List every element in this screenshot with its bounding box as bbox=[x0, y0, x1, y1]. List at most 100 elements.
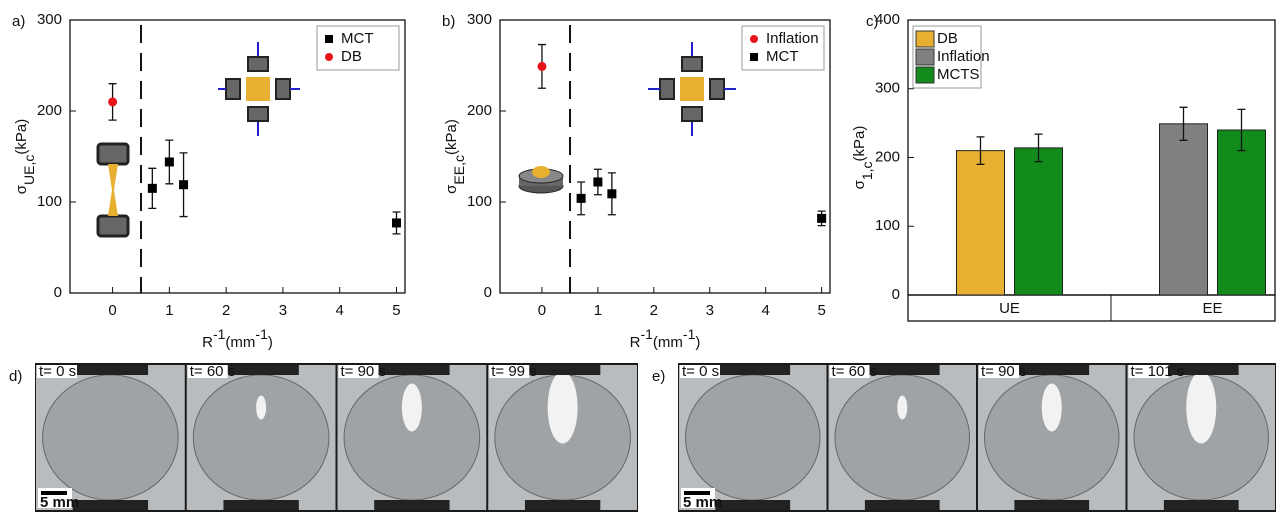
y-tick-label: 300 bbox=[467, 11, 492, 28]
bar bbox=[1160, 124, 1208, 295]
grip bbox=[73, 500, 148, 510]
y-tick-label: 100 bbox=[467, 193, 492, 210]
x-tick-label: 5 bbox=[817, 302, 825, 319]
legend-label: MCTS bbox=[937, 66, 980, 83]
legend-label: Inflation bbox=[766, 30, 819, 47]
legend-marker bbox=[325, 53, 333, 61]
y-tick-label: 0 bbox=[484, 284, 492, 301]
panel-label: d) bbox=[9, 368, 22, 385]
point bbox=[179, 180, 188, 189]
specimen bbox=[43, 375, 179, 500]
crack bbox=[548, 372, 578, 444]
point bbox=[392, 218, 401, 227]
axis-label-part: 1,c bbox=[859, 161, 875, 180]
grip bbox=[1164, 500, 1239, 510]
bar bbox=[957, 151, 1005, 295]
y-tick-label: 0 bbox=[892, 286, 900, 303]
axis-label-part: R bbox=[202, 334, 213, 351]
legend-label: MCT bbox=[341, 30, 374, 47]
legend-label: MCT bbox=[766, 48, 799, 65]
y-tick-label: 400 bbox=[875, 11, 900, 28]
crack bbox=[402, 384, 422, 432]
x-tick-label: 1 bbox=[594, 302, 602, 319]
axis-label-part: EE,c bbox=[451, 155, 467, 185]
y-tick-label: 100 bbox=[875, 217, 900, 234]
axis-label: σEE,c(kPa) bbox=[443, 119, 467, 194]
grip bbox=[73, 365, 148, 375]
x-tick-label: 2 bbox=[650, 302, 658, 319]
grip bbox=[865, 500, 940, 510]
axis-label-part: -1 bbox=[640, 326, 653, 342]
axis-label-part: (mm bbox=[653, 334, 683, 351]
specimen bbox=[835, 375, 970, 500]
axis-label: R-1(mm-1) bbox=[202, 326, 273, 351]
legend-label: DB bbox=[937, 30, 958, 47]
x-tick-label: 0 bbox=[538, 302, 546, 319]
frame-label: t= 90 s bbox=[981, 363, 1026, 380]
x-tick-label: 5 bbox=[392, 302, 400, 319]
axis-label-part: (kPa) bbox=[443, 119, 460, 155]
x-tick-label: 4 bbox=[762, 302, 770, 319]
frame-label: t= 101 s bbox=[1131, 363, 1185, 380]
bar bbox=[1218, 130, 1266, 295]
crack bbox=[256, 396, 266, 420]
crack bbox=[1042, 384, 1062, 432]
panel-label: b) bbox=[442, 13, 455, 30]
specimen bbox=[685, 375, 820, 500]
legend-swatch bbox=[916, 67, 934, 83]
frame-label: t= 60 s bbox=[832, 363, 877, 380]
x-tick-label: UE bbox=[999, 300, 1020, 317]
x-tick-label: 3 bbox=[279, 302, 287, 319]
legend-marker bbox=[750, 53, 758, 61]
point bbox=[165, 157, 174, 166]
point bbox=[148, 184, 157, 193]
axis-label-part: UE,c bbox=[21, 155, 37, 185]
x-tick-label: 1 bbox=[165, 302, 173, 319]
grip bbox=[525, 500, 600, 510]
x-tick-label: 0 bbox=[108, 302, 116, 319]
y-tick-label: 200 bbox=[37, 102, 62, 119]
specimen bbox=[193, 375, 329, 500]
panel-label: e) bbox=[652, 368, 665, 385]
axis-label-part: R bbox=[630, 334, 641, 351]
scale-label: 5 mm bbox=[40, 494, 79, 511]
grip bbox=[374, 500, 449, 510]
legend-label: DB bbox=[341, 48, 362, 65]
grip bbox=[715, 500, 790, 510]
x-tick-label: 4 bbox=[336, 302, 344, 319]
bar bbox=[1015, 148, 1063, 295]
axis-label-part: ) bbox=[695, 334, 700, 351]
axis-label-part: -1 bbox=[683, 326, 696, 342]
grip bbox=[1014, 500, 1089, 510]
axis-label: σ1,c(kPa) bbox=[851, 126, 875, 190]
legend-label: Inflation bbox=[937, 48, 990, 65]
y-tick-label: 200 bbox=[467, 102, 492, 119]
crack bbox=[897, 396, 907, 420]
legend-marker bbox=[325, 35, 333, 43]
icon-inflation-b bbox=[519, 166, 563, 193]
frame-label: t= 0 s bbox=[39, 363, 76, 380]
point bbox=[108, 97, 117, 106]
point bbox=[607, 189, 616, 198]
frame-label: t= 60 s bbox=[190, 363, 235, 380]
y-tick-label: 100 bbox=[37, 193, 62, 210]
point bbox=[537, 62, 546, 71]
grip bbox=[223, 500, 298, 510]
x-tick-label: EE bbox=[1202, 300, 1222, 317]
icon-cross-a bbox=[218, 42, 300, 136]
y-tick-label: 300 bbox=[37, 11, 62, 28]
axis-label-part: (kPa) bbox=[13, 119, 30, 155]
axis-label: σUE,c(kPa) bbox=[13, 119, 37, 194]
y-tick-label: 200 bbox=[875, 148, 900, 165]
x-tick-label: 3 bbox=[706, 302, 714, 319]
point bbox=[593, 177, 602, 186]
crack bbox=[1186, 372, 1216, 444]
point bbox=[577, 194, 586, 203]
panel-label: a) bbox=[12, 13, 25, 30]
axis-label-part: (mm bbox=[225, 334, 255, 351]
y-tick-label: 0 bbox=[54, 284, 62, 301]
legend-marker bbox=[750, 35, 758, 43]
point bbox=[817, 214, 826, 223]
scale-label: 5 mm bbox=[683, 494, 722, 511]
axis-label-part: -1 bbox=[213, 326, 226, 342]
